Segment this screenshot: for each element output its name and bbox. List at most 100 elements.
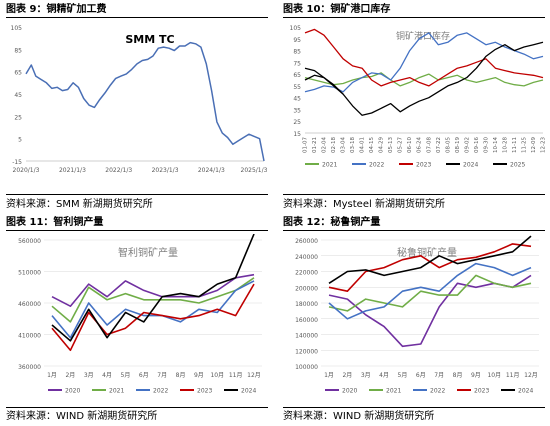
x-tick-label: 2025/1/3 bbox=[241, 167, 268, 174]
x-tick-label: 10月 bbox=[210, 372, 224, 379]
legend-label-2021: 2021 bbox=[109, 388, 124, 395]
source-rule bbox=[6, 194, 268, 195]
series-line-2021 bbox=[328, 274, 532, 312]
source-rule bbox=[6, 407, 268, 408]
title-rule bbox=[283, 230, 545, 231]
x-tick-label: 04-01 bbox=[360, 137, 366, 153]
x-tick-label: 11-11 bbox=[512, 137, 518, 153]
series-line-2022 bbox=[51, 280, 255, 339]
x-tick-label: 12月 bbox=[524, 372, 538, 379]
legend-label-2021: 2021 bbox=[386, 388, 401, 395]
source-rule bbox=[283, 194, 545, 195]
x-tick-label: 9月 bbox=[471, 372, 481, 379]
x-tick-label: 06-24 bbox=[417, 137, 423, 153]
y-tick-label: 105 bbox=[290, 25, 302, 32]
y-tick-label: 105 bbox=[11, 25, 23, 32]
x-tick-label: 4月 bbox=[379, 372, 389, 379]
x-tick-label: 03-18 bbox=[350, 137, 356, 153]
x-tick-label: 07-22 bbox=[436, 137, 442, 153]
source-note-chile: 资料来源：WIND 新湖期货研究所 bbox=[6, 411, 158, 422]
y-tick-label: 510000 bbox=[18, 270, 41, 277]
x-tick-label: 5月 bbox=[121, 372, 131, 379]
x-tick-label: 2024/1/3 bbox=[198, 167, 225, 174]
y-tick-label: 410000 bbox=[18, 333, 41, 340]
y-tick-label: 25 bbox=[293, 119, 301, 126]
x-tick-label: 11-25 bbox=[521, 137, 527, 153]
y-tick-label: 180000 bbox=[295, 301, 318, 308]
y-tick-label: 220000 bbox=[295, 270, 318, 277]
legend-label-2024: 2024 bbox=[241, 388, 256, 395]
x-tick-label: 6月 bbox=[416, 372, 426, 379]
title-rule bbox=[6, 230, 268, 231]
x-tick-label: 03-04 bbox=[341, 137, 347, 153]
series-line-2025 bbox=[304, 67, 344, 95]
chart-title-chile: 图表 11：智利铜产量 bbox=[6, 217, 104, 228]
x-tick-label: 07-08 bbox=[426, 137, 432, 153]
x-tick-label: 08-19 bbox=[455, 137, 461, 153]
y-tick-label: 100000 bbox=[295, 364, 318, 371]
legend-label-2022: 2022 bbox=[153, 388, 168, 395]
x-tick-label: 09-16 bbox=[474, 137, 480, 153]
x-tick-label: 9月 bbox=[194, 372, 204, 379]
y-tick-label: 25 bbox=[14, 114, 22, 121]
y-tick-label: 160000 bbox=[295, 317, 318, 324]
x-tick-label: 1月 bbox=[47, 372, 57, 379]
x-tick-label: 1月 bbox=[324, 372, 334, 379]
x-tick-label: 7月 bbox=[434, 372, 444, 379]
x-tick-label: 2022/1/3 bbox=[105, 167, 132, 174]
y-tick-label: 65 bbox=[293, 72, 301, 79]
x-tick-label: 10-14 bbox=[493, 137, 499, 153]
chart-chile-output: 360000 410000 460000 510000 560000 1月 2月 3月 4月 5月… bbox=[18, 234, 262, 395]
x-tick-label: 05-27 bbox=[398, 137, 404, 153]
y-tick-label: 45 bbox=[14, 92, 22, 99]
x-tick-label: 04-29 bbox=[379, 137, 385, 153]
x-tick-label: 02-04 bbox=[322, 137, 328, 153]
legend-label-2021: 2021 bbox=[322, 162, 337, 169]
y-tick-label: 85 bbox=[293, 49, 301, 56]
y-tick-label: 15 bbox=[293, 131, 301, 138]
x-tick-label: 5月 bbox=[398, 372, 408, 379]
x-tick-label: 11月 bbox=[229, 372, 243, 379]
x-tick-label: 2023/1/3 bbox=[152, 167, 179, 174]
x-tick-label: 02-18 bbox=[331, 137, 337, 153]
x-tick-label: 05-13 bbox=[388, 137, 394, 153]
chart-title-port-inventory: 图表 10：铜矿港口库存 bbox=[283, 4, 391, 15]
y-tick-label: 560000 bbox=[18, 238, 41, 245]
x-tick-label: 3月 bbox=[361, 372, 371, 379]
x-tick-label: 09-02 bbox=[464, 137, 470, 153]
series-line-2021 bbox=[304, 72, 544, 87]
series-line-2021 bbox=[51, 277, 255, 323]
legend-label-2025: 2025 bbox=[510, 162, 525, 169]
legend-label-2023: 2023 bbox=[197, 388, 212, 395]
source-note-port: 资料来源：Mysteel 新湖期货研究所 bbox=[283, 199, 445, 210]
series-line-2024 bbox=[328, 235, 532, 284]
x-tick-label: 10-28 bbox=[502, 137, 508, 153]
x-tick-label: 2021/1/3 bbox=[59, 167, 86, 174]
x-tick-label: 2月 bbox=[65, 372, 75, 379]
y-tick-label: 200000 bbox=[295, 285, 318, 292]
x-tick-label: 01-21 bbox=[312, 137, 318, 153]
series-line-2023 bbox=[304, 28, 544, 87]
series-line-2024 bbox=[304, 41, 544, 116]
title-rule bbox=[6, 17, 268, 18]
x-tick-label: 09-30 bbox=[483, 137, 489, 153]
chart-port-inventory: 15 25 35 45 55 65 75 85 95 105 01-07 01-21 02-04 02-1… bbox=[290, 25, 545, 169]
legend-label-2023: 2023 bbox=[416, 162, 431, 169]
y-tick-label: 45 bbox=[293, 96, 301, 103]
series-line-2022 bbox=[304, 32, 544, 93]
chart-inner-title: SMM TC bbox=[125, 33, 174, 46]
title-rule bbox=[283, 17, 545, 18]
series-line-2020 bbox=[328, 274, 532, 348]
legend-label-2022: 2022 bbox=[369, 162, 384, 169]
source-rule bbox=[283, 407, 545, 408]
x-tick-label: 8月 bbox=[176, 372, 186, 379]
y-tick-label: 260000 bbox=[295, 238, 318, 245]
legend-label-2024: 2024 bbox=[463, 162, 478, 169]
series-line-2022 bbox=[328, 262, 532, 320]
chart-inner-title: 秘鲁铜矿产量 bbox=[397, 246, 457, 259]
y-tick-label: 120000 bbox=[295, 348, 318, 355]
series-line-2020 bbox=[51, 273, 255, 307]
legend-label-2020: 2020 bbox=[342, 388, 357, 395]
y-tick-label: 5 bbox=[18, 137, 22, 144]
x-tick-label: 3月 bbox=[84, 372, 94, 379]
